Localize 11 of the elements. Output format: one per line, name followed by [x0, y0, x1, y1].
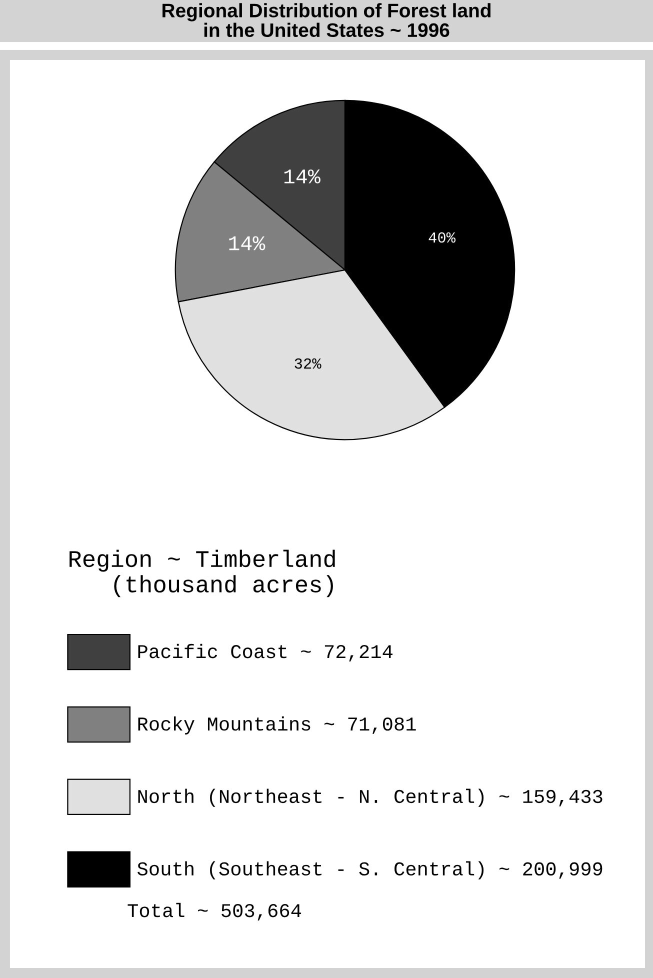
legend-label: North (Northeast - N. Central) ~ 159,433	[138, 788, 602, 807]
chart-title: Regional Distribution of Forest land in the United States ~ 1996	[162, 3, 491, 38]
data-label: 14%	[284, 169, 320, 184]
legend-label: South (Southeast - S. Central) ~ 200,999	[138, 861, 602, 880]
data-label: 32%	[294, 358, 322, 369]
legend-label: Rocky Mountains ~ 71,081	[138, 716, 416, 734]
legend-title: Region ~ Timberland (thousand acres)	[70, 550, 335, 598]
text: Total ~ 503,664	[128, 902, 302, 920]
data-label: 40%	[428, 232, 456, 243]
data-label: 14%	[229, 236, 266, 250]
legend-label: Pacific Coast ~ 72,214	[138, 644, 392, 662]
